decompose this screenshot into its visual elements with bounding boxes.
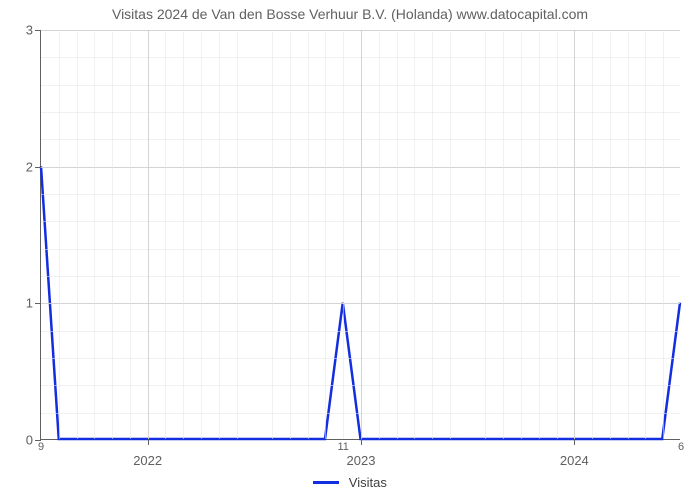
x-grid-minor <box>165 30 166 439</box>
x-grid-minor <box>628 30 629 439</box>
x-grid-minor <box>503 30 504 439</box>
x-grid-minor <box>397 30 398 439</box>
x-grid-minor <box>485 30 486 439</box>
legend-label: Visitas <box>349 475 387 490</box>
plot-area: 01232022202320249116 <box>40 30 680 440</box>
x-grid-minor <box>343 30 344 439</box>
y-tick-label: 3 <box>26 23 33 38</box>
legend: Visitas <box>0 474 700 490</box>
x-grid-minor <box>557 30 558 439</box>
x-grid-minor <box>308 30 309 439</box>
x-edge-label: 11 <box>338 441 349 453</box>
x-grid-minor <box>414 30 415 439</box>
x-grid-minor <box>112 30 113 439</box>
y-tick-label: 2 <box>26 159 33 174</box>
x-grid-minor <box>521 30 522 439</box>
x-grid-minor <box>379 30 380 439</box>
x-edge-label: 6 <box>678 441 684 453</box>
x-tick-mark <box>361 439 362 445</box>
x-grid-minor <box>219 30 220 439</box>
x-tick-mark <box>148 439 149 445</box>
x-grid-major <box>361 30 362 439</box>
x-grid-minor <box>610 30 611 439</box>
x-edge-label: 9 <box>38 441 44 453</box>
y-tick-label: 0 <box>26 433 33 448</box>
y-tick-mark <box>35 167 41 168</box>
plot-inner: 01232022202320249116 <box>40 30 680 440</box>
x-tick-label: 2023 <box>347 453 376 468</box>
x-grid-minor <box>663 30 664 439</box>
x-grid-minor <box>592 30 593 439</box>
x-grid-minor <box>645 30 646 439</box>
x-grid-minor <box>59 30 60 439</box>
legend-swatch <box>313 481 339 484</box>
x-grid-minor <box>432 30 433 439</box>
x-grid-minor <box>77 30 78 439</box>
y-tick-label: 1 <box>26 296 33 311</box>
x-grid-major <box>148 30 149 439</box>
chart-title: Visitas 2024 de Van den Bosse Verhuur B.… <box>0 6 700 22</box>
x-tick-mark <box>574 439 575 445</box>
x-grid-minor <box>450 30 451 439</box>
y-tick-mark <box>35 303 41 304</box>
x-grid-minor <box>201 30 202 439</box>
x-grid-minor <box>237 30 238 439</box>
x-grid-minor <box>272 30 273 439</box>
x-grid-minor <box>290 30 291 439</box>
x-grid-minor <box>325 30 326 439</box>
x-tick-label: 2022 <box>133 453 162 468</box>
x-tick-label: 2024 <box>560 453 589 468</box>
y-tick-mark <box>35 30 41 31</box>
x-grid-minor <box>183 30 184 439</box>
x-grid-minor <box>94 30 95 439</box>
x-grid-minor <box>539 30 540 439</box>
x-grid-minor <box>130 30 131 439</box>
x-grid-major <box>574 30 575 439</box>
chart-container: Visitas 2024 de Van den Bosse Verhuur B.… <box>0 0 700 500</box>
